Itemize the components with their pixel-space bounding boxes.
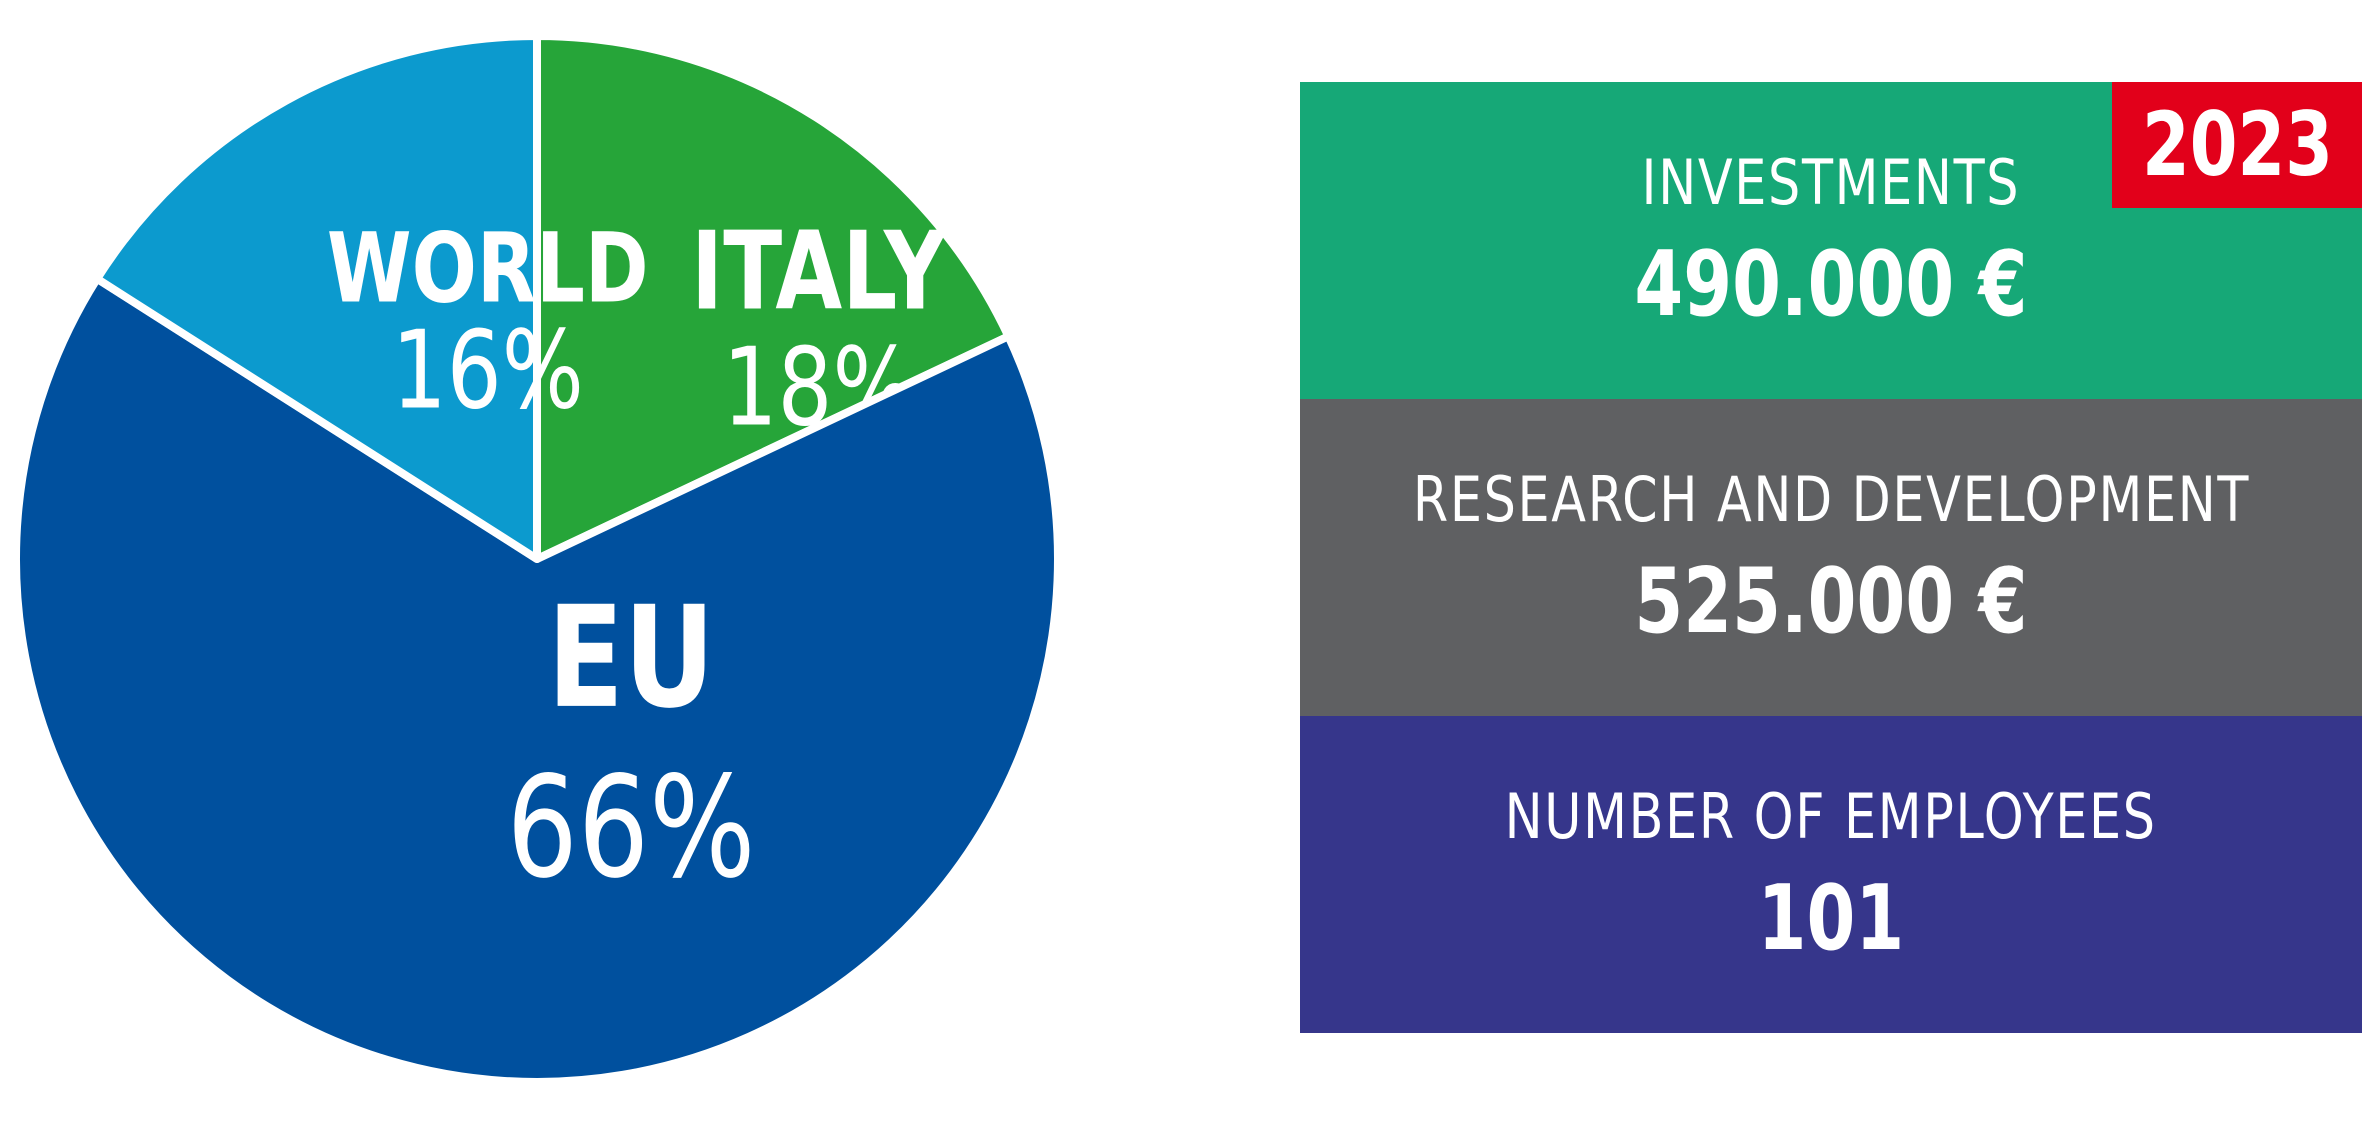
employees-card: NUMBER OF EMPLOYEES 101 xyxy=(1300,716,2362,1033)
employees-value: 101 xyxy=(1757,865,1905,971)
kpi-panel: INVESTMENTS 490.000 € 2023 RESEARCH AND … xyxy=(1300,82,2362,1033)
pie-slice-world xyxy=(93,32,541,563)
research-development-value: 525.000 € xyxy=(1634,548,2028,654)
investments-label: INVESTMENTS xyxy=(1641,145,2021,219)
investments-value: 490.000 € xyxy=(1634,231,2028,337)
pie-label-world-name: WORLD xyxy=(327,212,649,325)
employees-label: NUMBER OF EMPLOYEES xyxy=(1504,779,2158,853)
pie-label-world-value: 16% xyxy=(392,308,584,434)
investments-card: INVESTMENTS 490.000 € 2023 xyxy=(1300,82,2362,399)
year-badge: 2023 xyxy=(2112,82,2362,208)
pie-label-eu-value: 66% xyxy=(507,746,756,909)
pie-slice-italy xyxy=(533,32,1013,563)
pie-slice-eu xyxy=(12,274,1062,1086)
pie-label-italy-name: ITALY xyxy=(691,209,947,335)
research-development-card: RESEARCH AND DEVELOPMENT 525.000 € xyxy=(1300,399,2362,716)
research-development-label: RESEARCH AND DEVELOPMENT xyxy=(1412,462,2250,536)
pie-label-eu-name: EU xyxy=(547,576,714,739)
year-badge-text: 2023 xyxy=(2141,93,2333,196)
